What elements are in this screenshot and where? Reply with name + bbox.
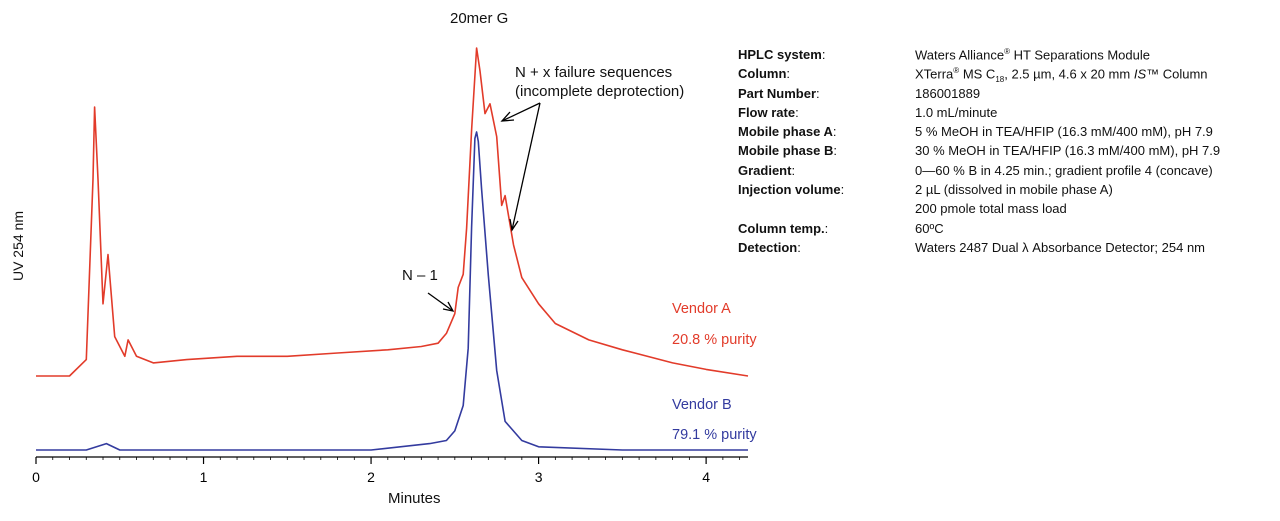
condition-key: Mobile phase B: [738,143,837,159]
condition-value: XTerra® MS C18, 2.5 µm, 4.6 x 20 mm IS™ … [915,66,1208,85]
n1-arrow-head [442,301,455,312]
legend-vendor-a: Vendor A [672,301,731,317]
annotation-nx-line1: N + x failure sequences [515,64,673,81]
condition-key: Column temp.: [738,220,829,236]
condition-key: Injection volume: [738,182,845,198]
condition-key: Part Number: [738,85,820,101]
legend-vendor-b-purity: 79.1 % purity [672,427,757,443]
legend-vendor-a-purity: 20.8 % purity [672,332,757,348]
x-tick-label: 3 [535,469,543,485]
condition-key: Flow rate: [738,104,799,120]
nx-arrow-2 [511,102,541,231]
condition-key: Column: [738,66,791,82]
series-line-vendor-b [36,131,748,451]
annotation-nx-failure: N + x failure sequences (incomplete depr… [515,63,684,101]
n1-arrow [427,292,454,312]
condition-value: 60ºC [915,220,944,236]
legend-vendor-b: Vendor B [672,397,732,413]
nx-arrow-2-head [509,218,519,232]
condition-value: 186001889 [915,85,981,101]
x-tick-label: 1 [200,469,208,485]
condition-value: 30 % MeOH in TEA/HFIP (16.3 mM/400 mM), … [915,143,1221,159]
nx-arrow-1-head [500,111,515,122]
annotation-n-minus-1: N – 1 [402,267,438,284]
condition-value: 1.0 mL/minute [915,104,998,120]
condition-key: Gradient: [738,162,796,178]
condition-value: 200 pmole total mass load [915,201,1067,217]
nx-arrow-1 [501,102,541,122]
condition-value: 2 µL (dissolved in mobile phase A) [915,182,1113,198]
condition-value: Waters Alliance® HT Separations Module [915,47,1150,63]
x-axis-label: Minutes [388,490,441,507]
y-axis-label: UV 254 nm [10,210,26,282]
x-tick-label: 0 [32,469,40,485]
annotation-nx-line2: (incomplete deprotection) [515,83,685,100]
condition-value: 5 % MeOH in TEA/HFIP (16.3 mM/400 mM), p… [915,124,1213,140]
condition-value: 0—60 % B in 4.25 min.; gradient profile … [915,162,1213,178]
series-line-vendor-a [36,47,749,377]
condition-key: Mobile phase A: [738,124,837,140]
condition-value: Waters 2487 Dual λ Absorbance Detector; … [915,239,1205,255]
peak-label: 20mer G [450,10,509,27]
condition-key: HPLC system: [738,47,826,62]
x-tick-label: 4 [702,469,710,485]
condition-key: Detection: [738,239,801,255]
x-tick-label: 2 [367,469,375,485]
